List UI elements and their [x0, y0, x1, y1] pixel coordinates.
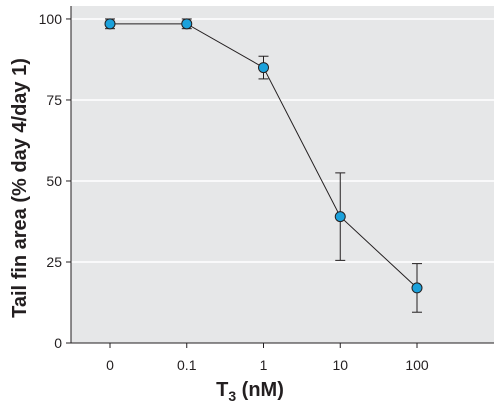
x-tick-label: 0: [106, 357, 114, 373]
grid-lines: [71, 18, 494, 263]
data-series: [104, 18, 423, 313]
x-axis-label-main: T: [216, 379, 228, 401]
data-point: [334, 211, 346, 223]
y-tick-label: 50: [46, 173, 62, 189]
x-tick-label: 0.1: [177, 357, 197, 373]
y-tick-labels: 0 25 50 75 100: [39, 11, 71, 351]
y-axis-label: Tail fin area (% day 4/day 1): [9, 58, 31, 318]
y-tick-label: 25: [46, 254, 62, 270]
x-tick-label: 1: [260, 357, 268, 373]
x-axis-label: T3 (nM): [216, 379, 284, 404]
y-tick-label: 0: [54, 335, 62, 351]
x-axis-label-unit: (nM): [236, 379, 284, 401]
x-tick-labels: 0 0.1 1 10 100: [106, 343, 429, 373]
data-point: [411, 282, 423, 294]
axes: [70, 6, 494, 344]
data-point: [258, 62, 269, 74]
x-tick-label: 100: [405, 357, 429, 373]
x-axis-label-subscript: 3: [228, 388, 236, 404]
x-tick-label: 10: [332, 357, 348, 373]
y-tick-label: 75: [46, 92, 62, 108]
data-point: [181, 18, 193, 30]
y-tick-label: 100: [39, 11, 63, 27]
data-point: [104, 18, 116, 30]
plot-background: [71, 6, 494, 343]
